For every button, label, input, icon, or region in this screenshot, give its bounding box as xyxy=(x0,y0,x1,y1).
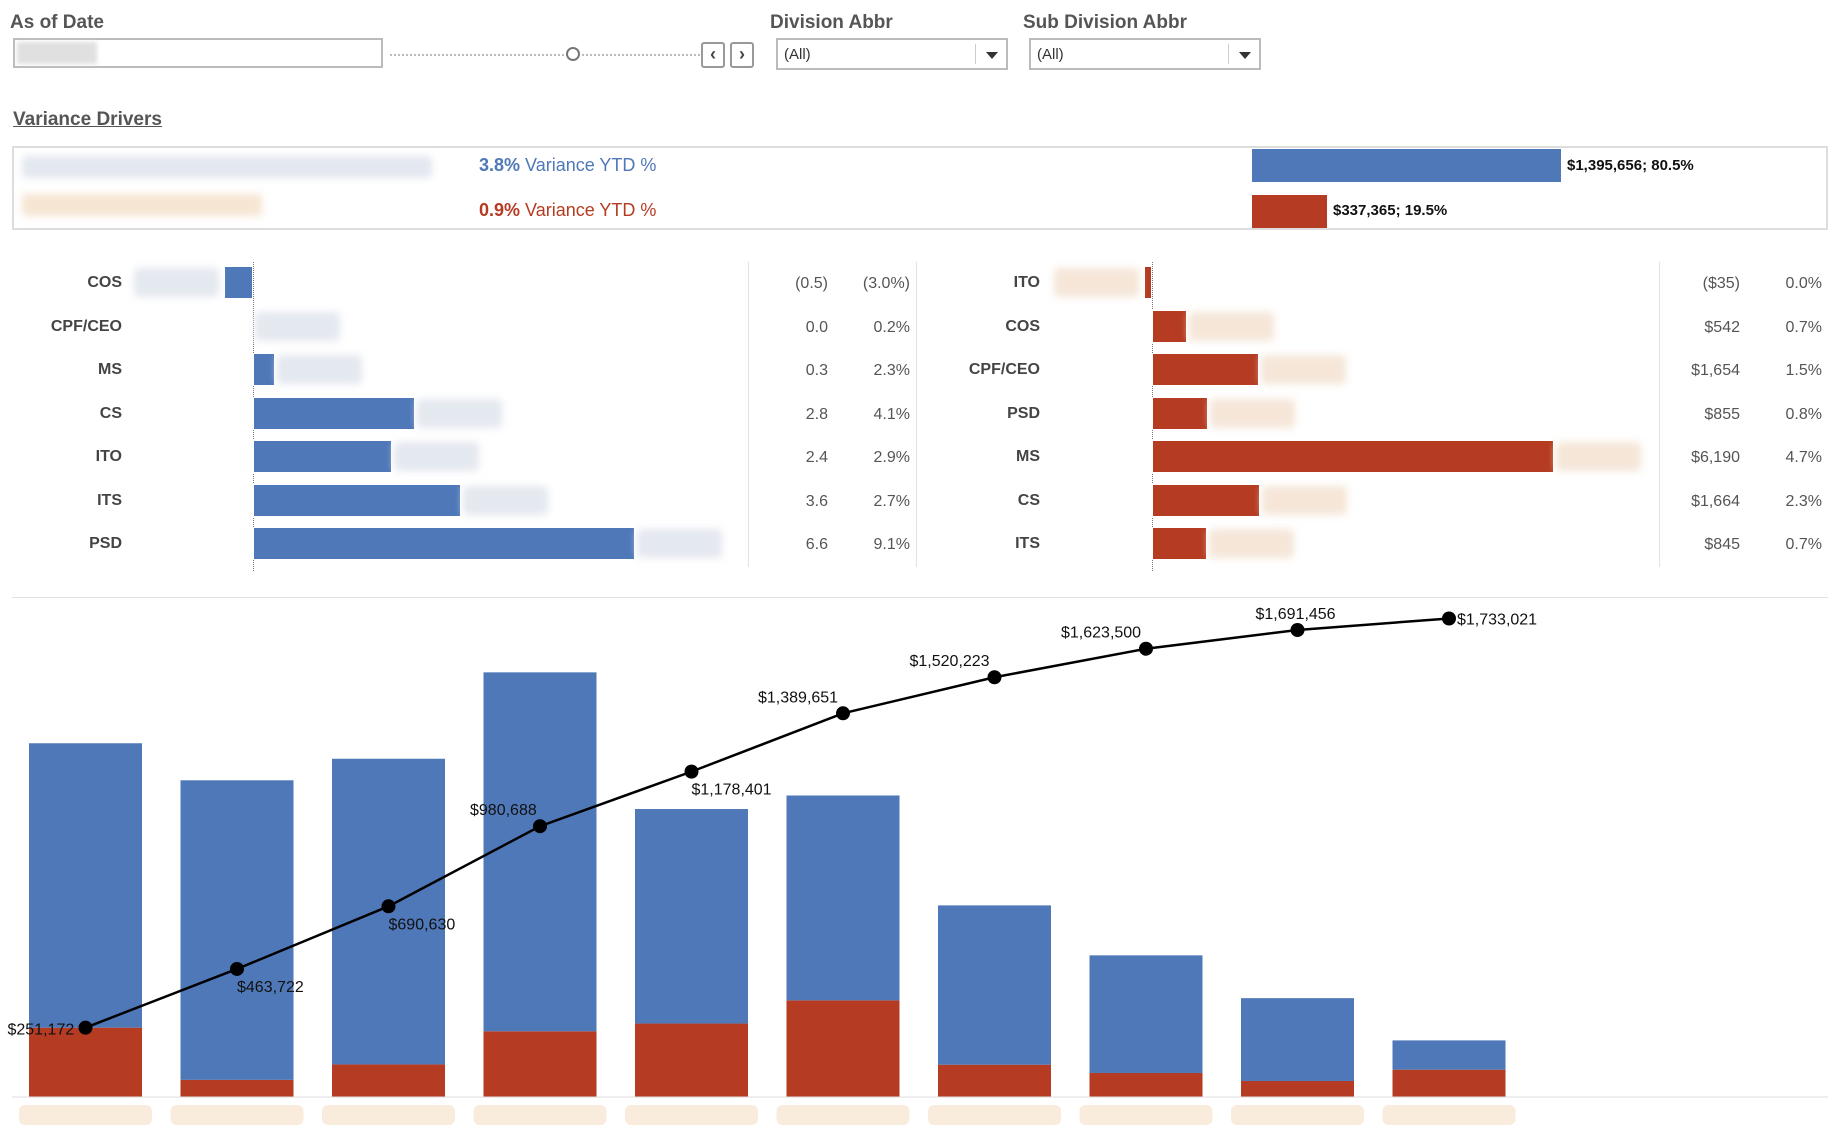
stacked-bar-red[interactable] xyxy=(332,1064,445,1097)
cumulative-point-label: $251,172 xyxy=(8,1022,75,1039)
cumulative-point[interactable] xyxy=(382,899,396,913)
cumulative-point-label: $1,691,456 xyxy=(1256,606,1336,623)
stacked-bar-blue[interactable] xyxy=(787,795,900,1000)
cumulative-point[interactable] xyxy=(1291,623,1305,637)
stacked-bar-blue[interactable] xyxy=(1393,1040,1506,1069)
stacked-bar-blue[interactable] xyxy=(1241,998,1354,1081)
cumulative-point-label: $463,722 xyxy=(237,979,304,996)
stacked-bar-red[interactable] xyxy=(787,1000,900,1097)
cumulative-point[interactable] xyxy=(230,962,244,976)
cumulative-point-label: $690,630 xyxy=(389,916,456,933)
stacked-bar-red[interactable] xyxy=(181,1080,294,1097)
cumulative-point[interactable] xyxy=(685,765,699,779)
stacked-bar-blue[interactable] xyxy=(484,672,597,1031)
stacked-bar-blue[interactable] xyxy=(181,780,294,1080)
cumulative-point-label: $1,520,223 xyxy=(910,653,990,670)
cumulative-point-label: $980,688 xyxy=(470,802,537,819)
stacked-bar-blue[interactable] xyxy=(938,905,1051,1064)
stacked-bar-red[interactable] xyxy=(484,1031,597,1097)
cumulative-point[interactable] xyxy=(1139,642,1153,656)
cumulative-point[interactable] xyxy=(836,706,850,720)
stacked-bar-red[interactable] xyxy=(938,1065,1051,1097)
stacked-bar-red[interactable] xyxy=(635,1024,748,1097)
stacked-bar-blue[interactable] xyxy=(635,809,748,1024)
stacked-bar-blue[interactable] xyxy=(1090,955,1203,1073)
cumulative-point[interactable] xyxy=(988,670,1002,684)
cumulative-point[interactable] xyxy=(533,819,547,833)
cumulative-point-label: $1,178,401 xyxy=(692,782,772,799)
cumulative-point-label: $1,623,500 xyxy=(1061,625,1141,642)
cumulative-point[interactable] xyxy=(79,1021,93,1035)
stacked-bar-blue[interactable] xyxy=(29,743,142,1027)
cumulative-point-label: $1,733,021 xyxy=(1457,611,1537,628)
cumulative-point-label: $1,389,651 xyxy=(758,689,838,706)
stacked-bar-red[interactable] xyxy=(1393,1070,1506,1097)
stacked-bar-red[interactable] xyxy=(1090,1073,1203,1097)
stacked-bar-red[interactable] xyxy=(1241,1081,1354,1097)
cumulative-point[interactable] xyxy=(1442,611,1456,625)
